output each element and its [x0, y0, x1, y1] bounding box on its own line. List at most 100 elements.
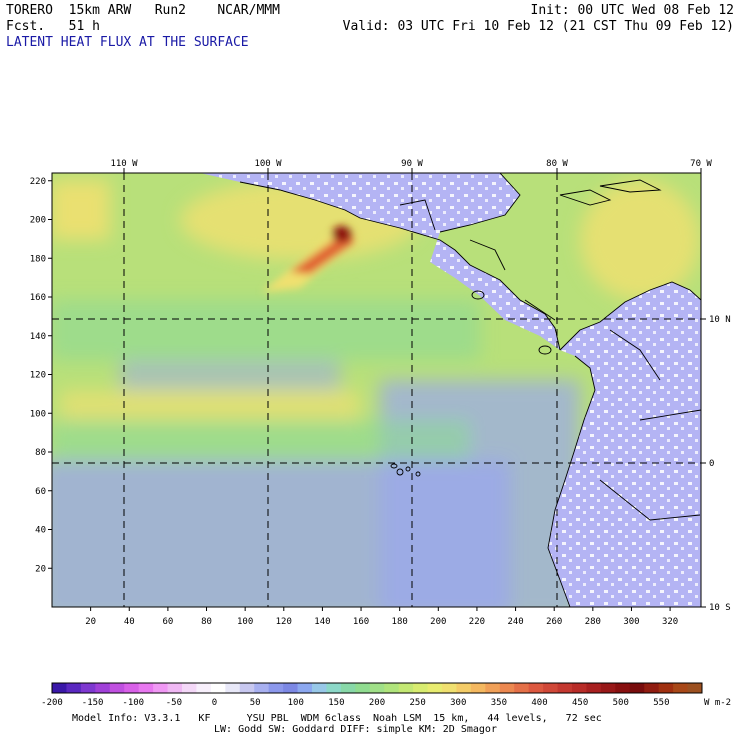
x-tick-label: 140 — [314, 617, 330, 627]
y-tick-label: 160 — [30, 293, 46, 303]
plot-frame — [51, 172, 702, 608]
model-info: Model Info: V3.3.1 KF YSU PBL WDM 6class… — [72, 713, 602, 724]
colorbar-swatch — [600, 683, 616, 693]
colorbar-swatch — [182, 683, 197, 693]
x-tick-label: 60 — [162, 617, 173, 627]
colorbar-swatch — [210, 683, 226, 693]
colorbar-label: 250 — [409, 698, 425, 708]
colorbar-label: 350 — [491, 698, 507, 708]
colorbar-label: -150 — [82, 698, 104, 708]
colorbar-swatch — [80, 683, 96, 693]
galapagos-islands — [390, 463, 421, 477]
flux-patches — [52, 180, 700, 607]
lon-label: 90 W — [401, 159, 423, 169]
y-tick-label: 200 — [30, 216, 46, 226]
x-tick-label: 220 — [469, 617, 485, 627]
y-tick-label: 20 — [35, 564, 46, 574]
x-tick-label: 260 — [546, 617, 562, 627]
colorbar-label: -100 — [122, 698, 144, 708]
y-tick-label: 40 — [35, 526, 46, 536]
colorbar-label: -50 — [166, 698, 182, 708]
field-title: LATENT HEAT FLUX AT THE SURFACE — [6, 35, 249, 50]
y-tick-label: 80 — [35, 448, 46, 458]
x-tick-label: 160 — [353, 617, 369, 627]
central-america-land — [200, 173, 560, 350]
coastlines — [239, 173, 701, 607]
colorbar-swatch — [340, 683, 356, 693]
colorbar-swatch — [95, 683, 111, 693]
colorbar-swatch — [109, 683, 125, 693]
x-tick-label: 20 — [85, 617, 96, 627]
x-tick-label: 200 — [430, 617, 446, 627]
colorbar-swatch — [124, 683, 140, 693]
y-tick-label: 220 — [30, 177, 46, 187]
lon-label: 110 W — [110, 159, 138, 169]
colorbar-swatch — [470, 683, 486, 693]
colorbar-swatch — [283, 683, 298, 693]
colorbar-label: 500 — [613, 698, 629, 708]
colorbar-swatch — [514, 683, 530, 693]
x-tick-label: 280 — [585, 617, 601, 627]
y-tick-label: 180 — [30, 254, 46, 264]
x-tick-label: 180 — [392, 617, 408, 627]
right-latitude-labels: 10 N 0 10 S — [701, 315, 731, 613]
colorbar-swatch — [268, 683, 284, 693]
colorbar-swatch — [297, 683, 313, 693]
colorbar-swatch — [326, 683, 342, 693]
colorbar-label: -200 — [41, 698, 63, 708]
colorbar-swatch — [167, 683, 183, 693]
colorbar-swatch — [528, 683, 544, 693]
colorbar-swatch — [66, 683, 82, 693]
colorbar-swatch — [52, 683, 67, 693]
colorbar-swatch — [499, 683, 515, 693]
y-tick-label: 140 — [30, 332, 46, 342]
colorbar-swatch — [442, 683, 457, 693]
x-tick-label: 120 — [276, 617, 292, 627]
x-tick-label: 240 — [507, 617, 523, 627]
colorbar: -200 -150 -100 -50 0 50 100 150 200 250 300 350 400 4… — [41, 682, 731, 708]
jet-plume — [262, 226, 356, 292]
colorbar-label: 550 — [653, 698, 669, 708]
init-time: Init: 00 UTC Wed 08 Feb 12 — [530, 3, 735, 18]
lat-label: 10 N — [709, 315, 731, 325]
colorbar-swatch — [687, 683, 703, 693]
colorbar-units: W m-2 — [704, 698, 731, 708]
y-tick-label: 100 — [30, 409, 46, 419]
bottom-x-axis: 20 40 60 80 100 120 140 160 180 200 220 240 260 280 30… — [85, 607, 678, 627]
south-america-land — [548, 282, 701, 607]
colorbar-swatch — [485, 683, 501, 693]
x-tick-label: 80 — [201, 617, 212, 627]
colorbar-label: 200 — [369, 698, 385, 708]
colorbar-swatch — [427, 683, 443, 693]
colorbar-label: 50 — [250, 698, 261, 708]
physics-info: LW: Godd SW: Goddard DIFF: simple KM: 2D… — [214, 724, 497, 735]
colorbar-frame — [51, 682, 703, 694]
valid-time: Valid: 03 UTC Fri 10 Feb 12 (21 CST Thu … — [342, 19, 734, 34]
lon-label: 100 W — [254, 159, 282, 169]
colorbar-swatch — [644, 683, 660, 693]
colorbar-swatch — [138, 683, 154, 693]
colorbar-swatch — [586, 683, 602, 693]
y-tick-label: 120 — [30, 371, 46, 381]
colorbar-swatch — [543, 683, 558, 693]
colorbar-swatch — [658, 683, 674, 693]
colorbar-label: 300 — [450, 698, 466, 708]
colorbar-swatch — [239, 683, 255, 693]
colorbar-swatch — [312, 683, 327, 693]
lat-label: 0 — [709, 459, 714, 469]
x-tick-label: 320 — [662, 617, 678, 627]
colorbar-swatch — [153, 683, 168, 693]
colorbar-swatch — [254, 683, 270, 693]
colorbar-label: 100 — [288, 698, 304, 708]
colorbar-swatch — [557, 683, 573, 693]
colorbar-label: 0 — [212, 698, 217, 708]
x-tick-label: 100 — [237, 617, 253, 627]
x-tick-label: 40 — [124, 617, 135, 627]
top-longitude-labels: 110 W 100 W 90 W 80 W 70 W — [110, 159, 712, 173]
run-title: TORERO 15km ARW Run2 NCAR/MMM — [6, 3, 280, 18]
colorbar-swatch — [398, 683, 414, 693]
y-tick-label: 60 — [35, 487, 46, 497]
colorbar-swatch — [629, 683, 645, 693]
flux-field — [52, 173, 701, 607]
